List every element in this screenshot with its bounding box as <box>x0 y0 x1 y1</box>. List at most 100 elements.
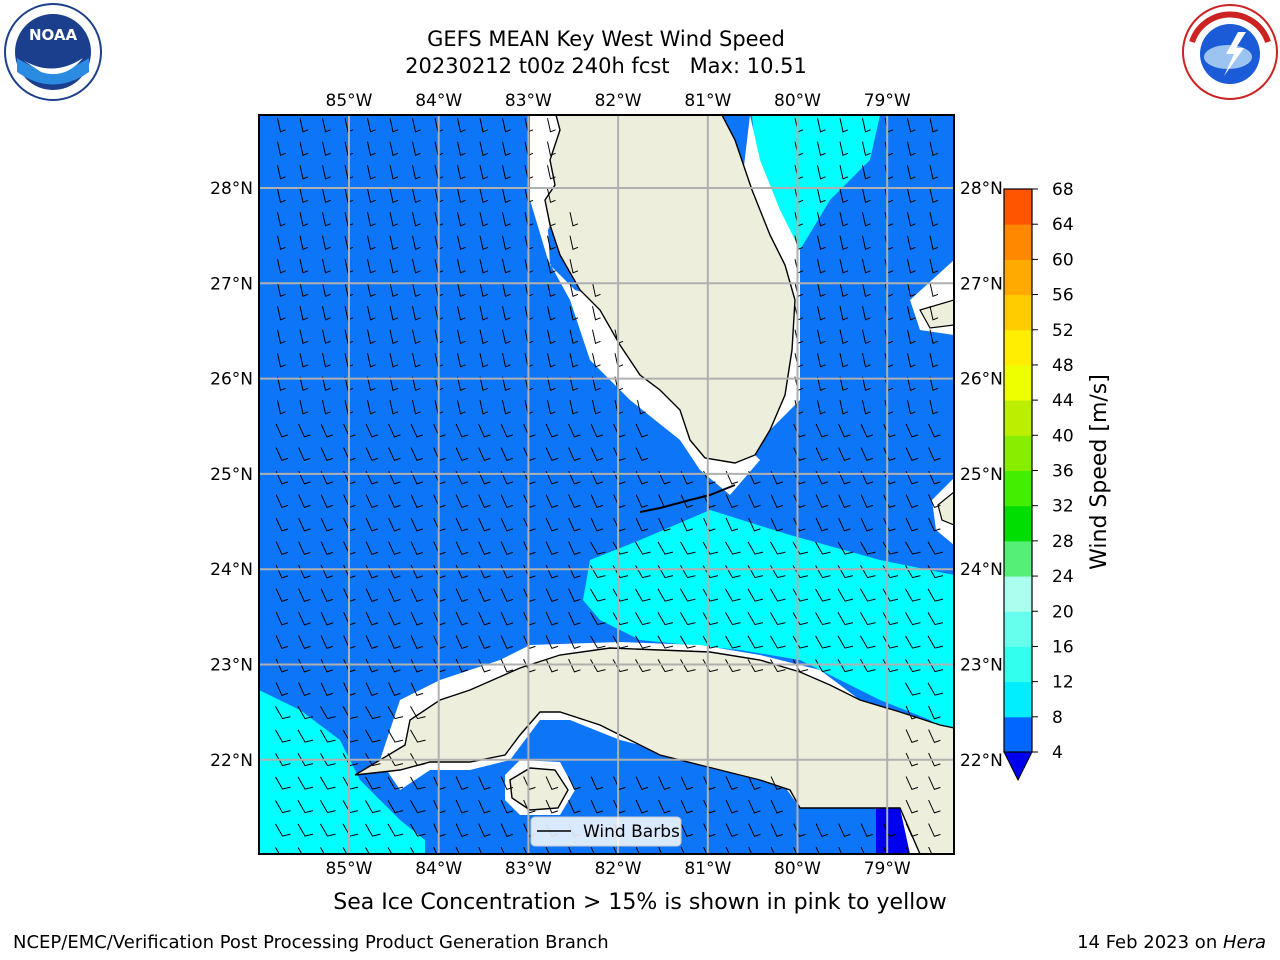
wind-barb <box>860 846 865 854</box>
wind-barb <box>770 494 784 509</box>
wind-barb <box>703 846 708 854</box>
wind-barb <box>568 447 581 462</box>
footer-branch: NCEP/EMC/Verification Post Processing Pr… <box>13 932 609 953</box>
wind-barb <box>613 494 626 509</box>
wind-barb <box>275 658 289 673</box>
wind-barb <box>412 212 421 227</box>
wind-barb <box>590 659 606 673</box>
wind-barb <box>613 517 626 532</box>
wind-barb <box>275 470 289 485</box>
wind-barb <box>412 165 421 180</box>
wind-barb <box>545 517 559 532</box>
wind-barb <box>457 329 466 344</box>
wind-barb <box>929 329 939 344</box>
wind-barb <box>657 588 674 602</box>
wind-barb <box>862 376 871 391</box>
wind-barb <box>747 659 764 673</box>
colorbar-tick-label: 8 <box>1052 708 1063 728</box>
wind-barb <box>680 517 694 532</box>
wind-barb <box>275 611 289 626</box>
wind-barb <box>568 611 581 626</box>
wind-barb <box>410 800 426 814</box>
wind-barb <box>298 635 311 650</box>
wind-barb <box>882 659 899 673</box>
wind-barb <box>592 353 601 368</box>
wind-barb <box>770 517 784 532</box>
latitude-label: 24°N <box>210 560 253 580</box>
wind-barb <box>545 470 559 485</box>
wind-barb <box>862 306 871 321</box>
wind-barb <box>882 635 899 649</box>
wind-barb <box>590 846 595 854</box>
colorbar-segment <box>1004 576 1032 612</box>
wind-barb <box>590 447 604 462</box>
wind-barb <box>748 846 753 854</box>
wind-barb <box>837 588 854 602</box>
wind-barb <box>320 611 334 626</box>
wind-barb <box>410 541 424 556</box>
wind-barb <box>320 682 334 697</box>
latitude-label: 28°N <box>960 179 1003 199</box>
wind-barb <box>747 588 764 602</box>
wind-barb <box>907 212 916 227</box>
wind-barb <box>365 611 379 626</box>
wind-barb <box>907 306 916 321</box>
wind-barb <box>703 470 716 485</box>
wind-barb <box>500 846 505 854</box>
wind-barb <box>839 259 849 274</box>
wind-barb <box>365 635 379 650</box>
wind-barb <box>613 470 626 485</box>
wind-barb <box>569 306 579 321</box>
wind-barb <box>389 376 399 391</box>
wind-barb <box>275 753 291 767</box>
wind-barb <box>320 517 334 532</box>
wind-barb <box>792 659 809 673</box>
wind-barb <box>929 400 939 415</box>
wind-barb <box>388 470 401 485</box>
wind-barb <box>590 494 604 509</box>
wind-barb <box>612 588 629 602</box>
wind-barb <box>905 588 921 602</box>
wind-barb <box>322 141 331 156</box>
wind-barb <box>433 846 438 854</box>
wind-barb <box>367 400 376 415</box>
florida-keys <box>639 484 736 513</box>
wind-barb <box>702 612 719 626</box>
wind-barb <box>455 823 469 838</box>
colorbar-tick-label: 28 <box>1052 532 1074 552</box>
colorbar-segment <box>1004 540 1032 577</box>
wind-barb <box>277 212 286 227</box>
colorbar-segment <box>1004 681 1032 718</box>
wind-barb <box>680 776 694 791</box>
wind-barb <box>793 517 806 532</box>
wind-barb <box>815 612 831 626</box>
longitude-label: 83°W <box>505 859 552 879</box>
longitude-label: 82°W <box>595 859 642 879</box>
wind-barb <box>389 353 399 368</box>
wind-barb <box>502 400 511 415</box>
wind-barb <box>297 776 314 790</box>
colorbar-segment <box>1004 716 1032 753</box>
wind-barb <box>365 706 381 720</box>
longitude-label: 84°W <box>415 91 462 111</box>
wind-barb <box>862 259 871 274</box>
wind-barb <box>725 612 741 626</box>
wind-barb <box>277 118 286 133</box>
wind-barb <box>882 588 899 602</box>
longitude-label: 85°W <box>326 859 373 879</box>
map-plot-area <box>259 115 954 854</box>
wind-barb <box>635 541 651 555</box>
wind-barb <box>680 635 696 649</box>
wind-barb <box>388 682 401 697</box>
wind-barb <box>817 353 826 368</box>
latitude-labels-left: 28°N 27°N 26°N 25°N 24°N 23°N 22°N <box>210 179 253 771</box>
wind-barb <box>569 212 579 227</box>
wind-barb <box>365 800 381 814</box>
wind-barb <box>367 259 376 274</box>
wind-barb <box>635 494 649 509</box>
wind-barb <box>275 494 289 509</box>
wind-barb <box>928 729 941 744</box>
wind-barb <box>792 541 809 555</box>
wind-barb <box>860 447 874 462</box>
